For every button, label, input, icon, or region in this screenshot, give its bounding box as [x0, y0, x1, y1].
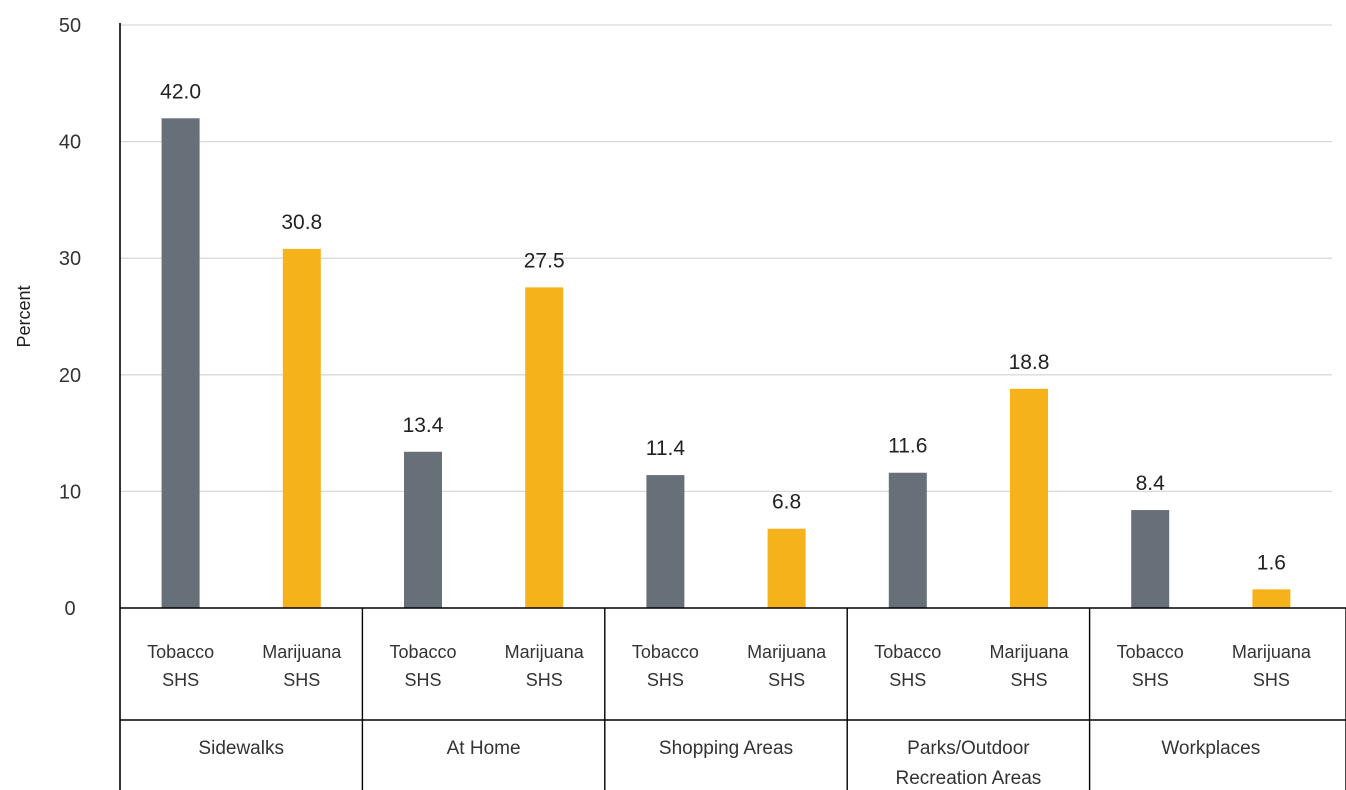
x-subcategory-label: SHS — [283, 670, 320, 690]
x-subcategory-label: SHS — [889, 670, 926, 690]
y-tick-label: 0 — [64, 598, 75, 620]
bar-tobacco — [888, 472, 927, 608]
bar-tobacco — [161, 118, 200, 608]
y-tick-label: 50 — [59, 15, 81, 37]
x-subcategory-label: Marijuana — [747, 642, 827, 662]
bar-marijuana — [1010, 388, 1048, 608]
x-subcategory-label: Tobacco — [1117, 642, 1184, 662]
x-subcategory-label: Marijuana — [1232, 642, 1312, 662]
y-tick-label: 30 — [59, 248, 81, 270]
x-subcategory-label: SHS — [1132, 670, 1169, 690]
y-tick-label: 40 — [59, 132, 81, 154]
y-tick-label: 20 — [59, 365, 81, 387]
x-category-label: Parks/Outdoor — [907, 738, 1030, 759]
x-subcategory-label: SHS — [1010, 670, 1047, 690]
bar-marijuana — [525, 287, 564, 608]
data-label: 6.8 — [772, 491, 801, 514]
x-category-label: Sidewalks — [198, 738, 284, 759]
bar-marijuana — [767, 528, 806, 608]
bar-marijuana — [1252, 589, 1291, 608]
x-subcategory-label: Tobacco — [632, 642, 699, 662]
x-subcategory-label: Marijuana — [989, 642, 1069, 662]
x-subcategory-label: SHS — [647, 670, 684, 690]
x-axis-category-labels: Sidewalks At Home Shopping Areas Parks/Outd… — [198, 738, 1260, 789]
x-subcategory-label: SHS — [526, 670, 563, 690]
x-subcategory-label: SHS — [768, 670, 805, 690]
bar-marijuana — [282, 248, 321, 608]
y-axis-label: Percent — [14, 285, 34, 347]
data-label: 1.6 — [1257, 551, 1286, 574]
bar-tobacco — [1131, 510, 1170, 608]
y-tick-label: 10 — [59, 481, 81, 503]
x-subcategory-label: Marijuana — [505, 642, 585, 662]
y-axis-ticks: 0 10 20 30 40 50 — [59, 15, 81, 620]
x-subcategory-label: Tobacco — [147, 642, 214, 662]
data-label: 30.8 — [281, 211, 322, 234]
x-subcategory-label: Marijuana — [262, 642, 342, 662]
axes — [119, 23, 1346, 790]
x-category-label: At Home — [447, 738, 521, 759]
bar-tobacco — [404, 451, 442, 608]
data-label: 42.0 — [160, 80, 201, 103]
data-label: 11.4 — [646, 437, 686, 460]
x-axis-subcategory-labels: Tobacco SHS Marijuana SHS Tobacco SHS Marijuan… — [147, 642, 1312, 690]
bar-tobacco — [646, 475, 685, 608]
x-subcategory-label: SHS — [404, 670, 441, 690]
data-label: 8.4 — [1136, 472, 1166, 495]
x-category-label: Shopping Areas — [659, 738, 793, 759]
x-category-label: Workplaces — [1161, 738, 1260, 759]
data-label: 13.4 — [403, 414, 444, 437]
bars — [161, 118, 1291, 608]
data-label: 11.6 — [888, 435, 927, 458]
x-category-label: Recreation Areas — [896, 768, 1042, 789]
data-label: 18.8 — [1009, 351, 1050, 374]
x-subcategory-label: SHS — [162, 670, 199, 690]
gridlines — [120, 24, 1332, 493]
x-subcategory-label: SHS — [1253, 670, 1290, 690]
x-subcategory-label: Tobacco — [874, 642, 941, 662]
data-labels: 42.0 30.8 13.4 27.5 11.4 6.8 11.6 18.8 8.4 1.6 — [160, 80, 1286, 574]
x-subcategory-label: Tobacco — [389, 642, 456, 662]
data-label: 27.5 — [524, 249, 565, 272]
